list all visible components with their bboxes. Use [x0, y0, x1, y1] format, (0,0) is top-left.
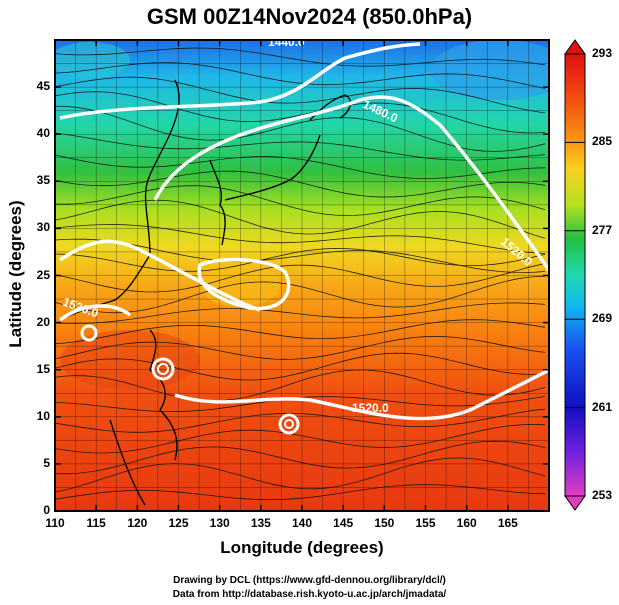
y-tick-label: 0: [43, 503, 50, 517]
x-tick-label: 150: [374, 516, 395, 530]
y-tick-label: 25: [36, 267, 50, 282]
y-axis-label: Latitude (degrees): [6, 200, 25, 348]
streamline: [55, 199, 546, 239]
x-axis-label: Longitude (degrees): [220, 538, 384, 557]
colorbar-bottom-arrow: [564, 495, 586, 511]
streamline: [55, 424, 546, 454]
streamline: [55, 238, 546, 273]
x-tick-label: 165: [497, 516, 518, 530]
colorbar-tick-label: 261: [592, 399, 613, 414]
colorbar: [564, 39, 586, 511]
streamline: [55, 47, 546, 67]
x-tick-label: 120: [127, 516, 148, 530]
colorbar-tick-label: 253: [592, 488, 613, 502]
x-tick-label: 140: [291, 516, 313, 530]
x-tick-label: 130: [209, 516, 230, 530]
colorbar-tick-label: 277: [592, 222, 613, 237]
streamline: [55, 132, 546, 161]
contour-label-1520-south: 1520.0: [352, 401, 389, 415]
colorbar-tick-label: 269: [592, 311, 613, 326]
colorbar-body: [564, 53, 586, 497]
streamline: [55, 76, 546, 114]
streamline: [55, 154, 546, 180]
streamline: [55, 302, 546, 324]
map-title: GSM 00Z14Nov2024 (850.0hPa): [146, 4, 473, 29]
contour-label-1440: 1440.0: [268, 35, 305, 49]
vortex-markers: [80, 324, 300, 435]
y-tick-label: 15: [36, 361, 50, 376]
x-tick-label: 135: [250, 516, 271, 530]
x-tick-label: 125: [168, 516, 189, 530]
streamline: [55, 440, 546, 475]
streamline: [55, 275, 546, 314]
x-tick-label: 155: [415, 516, 436, 530]
streamline: [55, 369, 546, 402]
x-tick-label: 115: [86, 516, 106, 530]
geopotential-contours: [58, 42, 549, 421]
colorbar-tick-label: 293: [592, 46, 613, 60]
streamline: [55, 484, 546, 500]
streamline: [55, 91, 546, 134]
y-tick-label: 45: [36, 79, 50, 94]
y-tick-label: 20: [36, 314, 50, 329]
x-tick-label: 110: [45, 516, 65, 530]
y-tick-label: 40: [36, 126, 50, 141]
wind-streamlines: [55, 47, 546, 500]
streamline: [55, 335, 546, 360]
streamline: [55, 185, 546, 216]
streamline: [55, 170, 546, 198]
streamline: [55, 319, 546, 345]
field-anomalies: [55, 40, 549, 390]
y-tick-label: 35: [36, 173, 50, 188]
streamline: [55, 457, 546, 493]
streamline: [55, 247, 546, 272]
credit-data: Data from http://database.rish.kyoto-u.a…: [172, 589, 447, 600]
y-tick-label: 30: [36, 220, 50, 235]
streamline: [55, 408, 546, 433]
lat-lon-grid: [55, 40, 549, 511]
x-tick-label: 145: [333, 516, 354, 530]
credit-drawing: Drawing by DCL (https://www.gfd-dennou.o…: [173, 575, 446, 586]
streamline: [55, 105, 546, 152]
colorbar-tick-label: 285: [592, 134, 613, 149]
y-tick-label: 5: [43, 455, 50, 470]
streamline: [55, 224, 546, 254]
x-tick-label: 160: [456, 516, 477, 530]
colorbar-top-arrow: [564, 39, 586, 55]
streamline: [55, 352, 546, 381]
axis-ticks: [54, 40, 549, 512]
streamline: [55, 62, 546, 89]
y-tick-label: 10: [36, 408, 50, 423]
streamline: [55, 263, 546, 293]
